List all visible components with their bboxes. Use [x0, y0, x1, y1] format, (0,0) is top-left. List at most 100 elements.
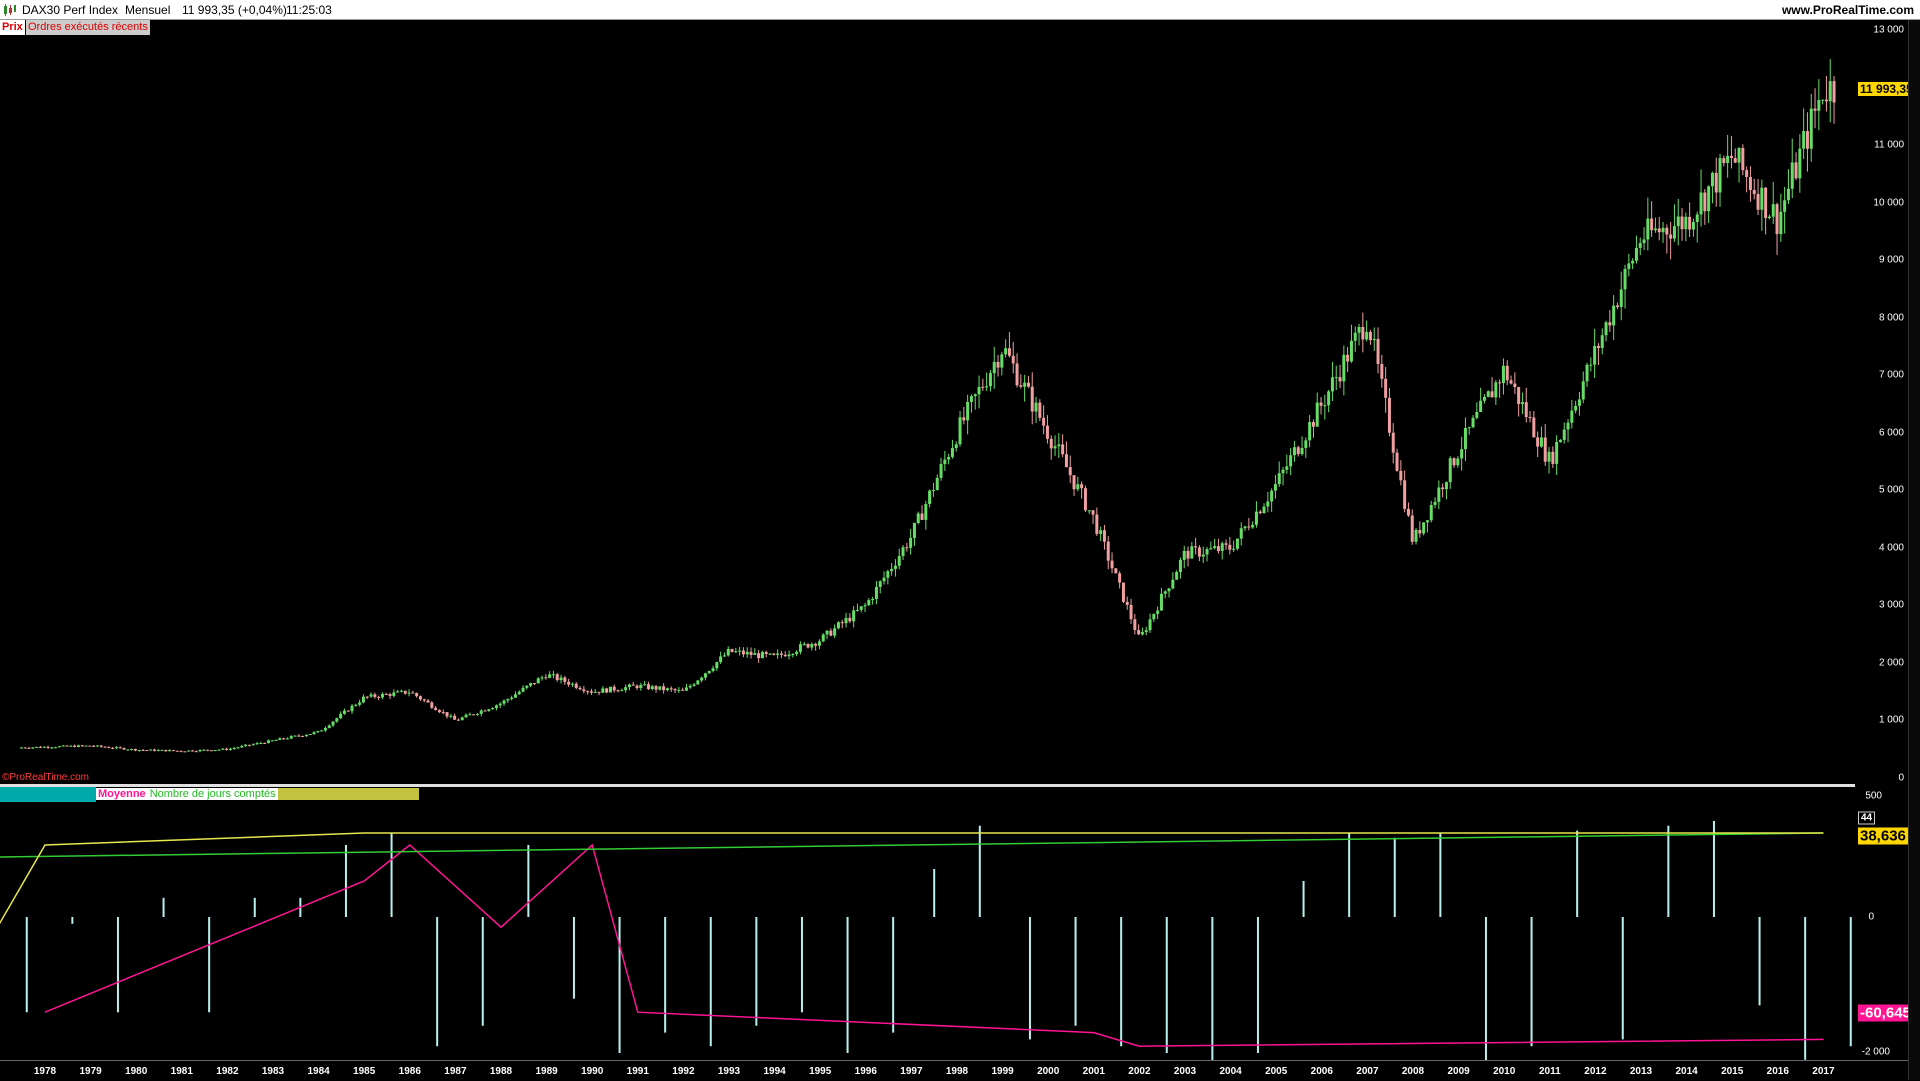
candle-body	[1558, 439, 1562, 443]
candle-body	[848, 617, 852, 622]
candle-body	[1357, 326, 1361, 333]
year-label: 1985	[353, 1066, 376, 1077]
candle-body	[1760, 187, 1764, 210]
right-scroll-strip[interactable]	[1908, 20, 1920, 1080]
candle-body	[434, 707, 438, 711]
candle-body	[1482, 396, 1486, 401]
candle-body	[981, 386, 985, 388]
candle-body	[1091, 510, 1095, 515]
candle-body	[342, 710, 346, 714]
candle-body	[1004, 348, 1008, 355]
candle-body	[1653, 228, 1657, 231]
candle-body	[1353, 332, 1357, 341]
candle-body	[897, 556, 901, 566]
price-axis-label: 5 000	[1878, 484, 1904, 496]
candle-body	[1498, 382, 1502, 384]
candle-body	[251, 744, 255, 746]
candle-body	[1638, 243, 1642, 248]
candle-body	[308, 734, 312, 736]
candle-body	[920, 513, 924, 520]
candle-body	[1809, 108, 1813, 149]
candle-body	[1460, 449, 1464, 459]
year-label: 1991	[626, 1066, 649, 1077]
candle-body	[1741, 147, 1745, 171]
candle-body	[597, 691, 601, 693]
tab-recent-orders[interactable]: Ordres exécutés récents	[26, 20, 150, 35]
panel-divider[interactable]	[0, 784, 1855, 787]
candle-body	[1156, 610, 1160, 614]
candle-body	[1555, 442, 1559, 464]
candle-body	[354, 704, 358, 706]
candle-body	[297, 735, 301, 737]
candle-body	[491, 708, 495, 710]
year-label: 2012	[1584, 1066, 1607, 1077]
candle-body	[1726, 155, 1730, 163]
candle-body	[282, 738, 286, 740]
candle-body	[1528, 417, 1532, 419]
candle-body	[437, 710, 441, 713]
candle-body	[190, 750, 194, 752]
candle-body	[65, 745, 69, 747]
candle-body	[1209, 548, 1213, 550]
candle-body	[962, 417, 966, 421]
candle-body	[768, 653, 772, 655]
candle-body	[1315, 402, 1319, 427]
candle-body	[1828, 81, 1832, 102]
year-label: 1995	[809, 1066, 832, 1077]
candle-body	[1235, 538, 1239, 549]
candle-body	[529, 683, 533, 686]
candle-body	[244, 744, 248, 746]
candle-body	[639, 684, 643, 689]
year-label: 1994	[763, 1066, 786, 1077]
candle-body	[1349, 340, 1353, 362]
candle-body	[407, 692, 411, 694]
candle-body	[1368, 331, 1372, 341]
candle-body	[1433, 501, 1437, 505]
candle-body	[776, 653, 780, 655]
candle-body	[449, 715, 453, 717]
candle-body	[741, 650, 745, 655]
candle-body	[1311, 422, 1315, 427]
candle-body	[1262, 506, 1266, 514]
candle-body	[1087, 510, 1091, 512]
year-label: 1982	[216, 1066, 239, 1077]
indicator-line-0	[44, 843, 1824, 1047]
candle-body	[1296, 447, 1300, 455]
year-label: 1986	[398, 1066, 421, 1077]
candle-body	[719, 656, 723, 663]
candle-body	[1680, 216, 1684, 230]
candle-body	[1752, 189, 1756, 194]
year-label: 2015	[1721, 1066, 1744, 1077]
legend-average[interactable]: Moyenne	[96, 788, 148, 800]
candle-body	[1304, 440, 1308, 449]
candle-body	[1718, 158, 1722, 193]
candle-body	[635, 685, 639, 689]
candle-body	[627, 684, 631, 688]
candle-body	[779, 653, 783, 655]
tab-price[interactable]: Prix	[0, 20, 25, 35]
year-label: 1979	[79, 1066, 102, 1077]
candle-body	[1619, 289, 1623, 308]
candle-body	[38, 746, 42, 748]
candle-body	[168, 750, 172, 752]
upper-value-box: 38,636	[1858, 827, 1908, 845]
candle-body	[1467, 427, 1471, 429]
candle-body	[164, 749, 168, 752]
candle-body	[1076, 484, 1080, 490]
candle-body	[392, 692, 396, 696]
candle-body	[1197, 547, 1201, 557]
legend-days-counted[interactable]: Nombre de jours comptés	[147, 788, 278, 800]
candle-body	[502, 700, 506, 704]
time-axis[interactable]	[0, 1060, 1920, 1081]
candle-body	[825, 630, 829, 635]
candle-body	[791, 654, 795, 656]
candle-body	[1015, 363, 1019, 386]
candle-body	[301, 735, 305, 737]
legend-consecutive[interactable]: Apparitions consécutives : 0	[277, 788, 419, 800]
candle-body	[1403, 480, 1407, 509]
period-label[interactable]: Mensuel	[125, 3, 171, 17]
candle-body	[612, 686, 616, 691]
site-link[interactable]: www.ProRealTime.com	[1781, 3, 1914, 17]
candle-body	[1703, 192, 1707, 212]
